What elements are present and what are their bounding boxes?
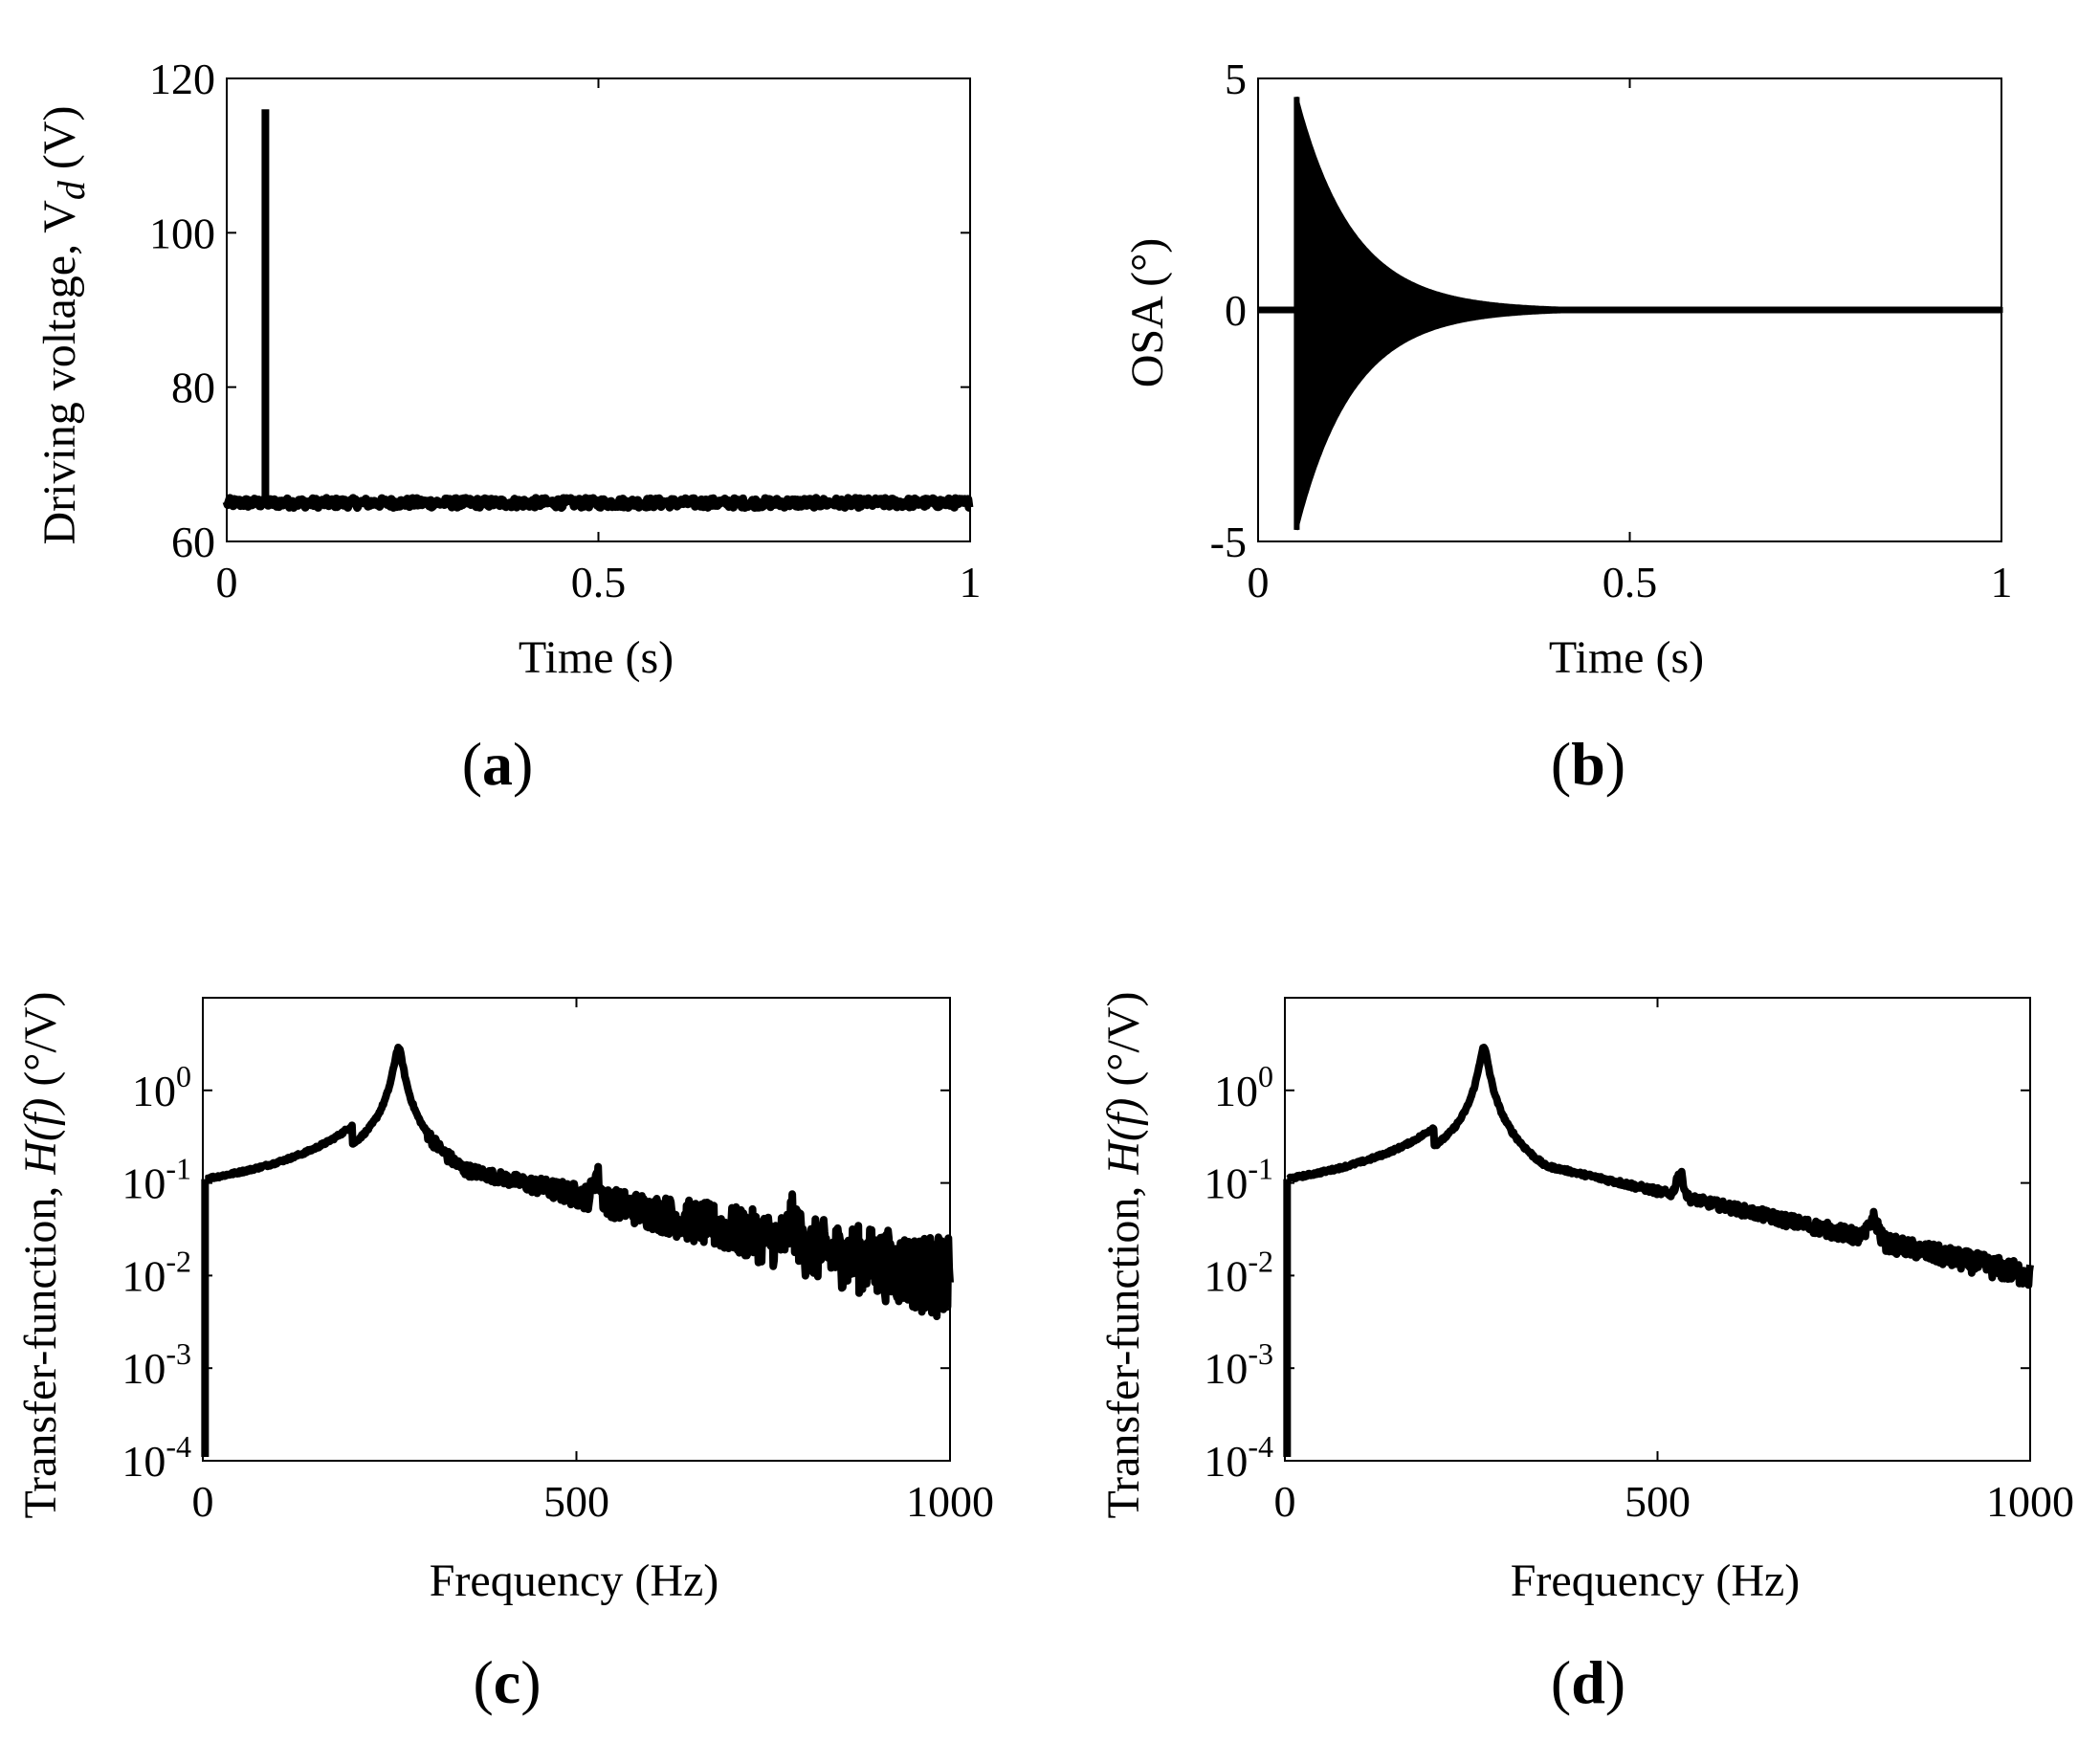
panel-label-letter: a: [482, 730, 513, 798]
panel-label-open-paren: (: [473, 1648, 493, 1716]
panel-label-close-paren: ): [1605, 1648, 1625, 1716]
panel-label-close-paren: ): [520, 1648, 541, 1716]
x-axis-label: Frequency (Hz): [1511, 1555, 1801, 1606]
panel-label-open-paren: (: [1551, 730, 1571, 798]
y-tick-label: 10-2: [122, 1244, 191, 1300]
y-tick-label-exponent: -4: [166, 1429, 191, 1464]
axes-box: [226, 77, 971, 542]
y-tick-label-exponent: -3: [166, 1336, 191, 1371]
y-tick-label: 10-4: [122, 1429, 191, 1486]
y-tick-label: 100: [1214, 1059, 1273, 1115]
y-tick-label-base: 10: [1214, 1067, 1258, 1115]
y-tick-label-base: 10: [1204, 1159, 1248, 1208]
x-axis-label: Frequency (Hz): [430, 1555, 719, 1606]
panel-label: (c): [473, 1648, 541, 1716]
y-tick-label: 120: [149, 55, 215, 103]
y-tick-label: 10-1: [122, 1152, 191, 1208]
x-tick-label: 0: [192, 1477, 214, 1526]
y-axis-label: Transfer-function, H(f) (°/V): [15, 992, 66, 1519]
y-axis-label-unit: (V): [34, 105, 85, 181]
y-tick-label: -5: [1210, 518, 1247, 566]
y-tick-label-base: 10: [1204, 1344, 1248, 1393]
y-axis-label-text: Driving voltage, Vd (V): [34, 105, 93, 544]
y-tick-label-exponent: -2: [166, 1244, 191, 1278]
y-tick-label-base: 10: [122, 1344, 166, 1393]
y-tick-label-exponent: -4: [1248, 1429, 1273, 1464]
y-tick-label-base: 10: [122, 1159, 166, 1208]
panel-a: Driving voltage, Vd (V) Time (s) (a) 0 0.…: [34, 55, 982, 798]
y-axis-label-pre: Transfer-function,: [1098, 1175, 1149, 1519]
panel-label-open-paren: (: [462, 730, 482, 798]
y-tick-label: 10-3: [122, 1336, 191, 1393]
y-tick-label-base: 10: [1204, 1251, 1248, 1300]
transfer-function-line: [203, 1044, 954, 1321]
y-tick-label: 0: [1225, 286, 1247, 335]
y-tick-label: 100: [132, 1059, 191, 1115]
y-tick-label-base: 10: [132, 1067, 176, 1115]
x-tick-label: 0: [1274, 1477, 1296, 1526]
y-axis-label: OSA (°): [1122, 238, 1173, 388]
y-axis-label-subscript: d: [50, 180, 93, 200]
y-tick-label-exponent: -1: [166, 1152, 191, 1186]
x-tick-label: 1000: [906, 1477, 994, 1526]
panel-label: (a): [462, 730, 534, 798]
y-tick-label-base: 10: [1204, 1437, 1248, 1486]
y-tick-label: 10-3: [1204, 1336, 1273, 1393]
x-axis-label: Time (s): [1549, 632, 1704, 683]
x-tick-label: 500: [1625, 1477, 1691, 1526]
panel-label-letter: c: [494, 1648, 520, 1716]
x-tick-label: 0: [216, 558, 238, 606]
y-axis-label-unit: (°/V): [15, 992, 66, 1098]
axes-box: [1284, 997, 2031, 1462]
y-axis-label-italic: H(f): [1098, 1098, 1149, 1176]
y-tick-label-exponent: -3: [1248, 1336, 1273, 1371]
x-tick-label: 1000: [1986, 1477, 2074, 1526]
y-tick-label: 5: [1225, 55, 1247, 103]
series-line: [222, 494, 974, 512]
y-tick-label: 10-4: [1204, 1429, 1273, 1486]
y-axis-label: Driving voltage, Vd (V): [34, 105, 93, 544]
x-tick-label: 0.5: [1603, 558, 1658, 606]
y-tick-label: 80: [171, 364, 215, 412]
panel-label-open-paren: (: [1551, 1648, 1571, 1716]
y-tick-label-base: 10: [122, 1437, 166, 1486]
panel-label: (d): [1551, 1648, 1625, 1716]
y-tick-label: 60: [171, 518, 215, 566]
y-axis-label-italic: H(f): [15, 1098, 66, 1176]
panel-label-close-paren: ): [513, 730, 533, 798]
x-axis-label: Time (s): [519, 632, 674, 683]
oscillation-envelope: [1294, 97, 2003, 531]
y-tick-label-exponent: -2: [1248, 1244, 1273, 1278]
panel-label: (b): [1551, 730, 1625, 798]
x-tick-label: 1: [1991, 558, 2013, 606]
y-tick-label-base: 10: [122, 1251, 166, 1300]
y-axis-label-main: Driving voltage, V: [34, 200, 85, 545]
y-axis-label-pre: Transfer-function,: [15, 1175, 66, 1519]
transfer-function-line: [1285, 1044, 2034, 1290]
y-tick-label-exponent: 0: [176, 1059, 191, 1093]
x-tick-label: 1: [960, 558, 982, 606]
x-tick-label: 0.5: [571, 558, 627, 606]
panel-c: Transfer-function, H(f) (°/V) Frequency …: [15, 992, 994, 1717]
panel-label-letter: d: [1571, 1648, 1605, 1716]
y-tick-label: 100: [149, 209, 215, 257]
panel-b: OSA (°) Time (s) (b) 0 0.5 1-505: [1122, 55, 2013, 798]
y-tick-label-exponent: -1: [1248, 1152, 1273, 1186]
y-axis-label: Transfer-function, H(f) (°/V): [1098, 992, 1149, 1519]
y-tick-label: 10-2: [1204, 1244, 1273, 1300]
x-tick-label: 0: [1248, 558, 1270, 606]
panel-label-close-paren: ): [1605, 730, 1625, 798]
panel-label-letter: b: [1571, 730, 1605, 798]
x-tick-label: 500: [543, 1477, 609, 1526]
y-tick-label: 10-1: [1204, 1152, 1273, 1208]
panel-d: Transfer-function, H(f) (°/V) Frequency …: [1098, 992, 2074, 1717]
y-tick-label-exponent: 0: [1258, 1059, 1273, 1093]
y-axis-label-unit: (°/V): [1098, 992, 1149, 1098]
